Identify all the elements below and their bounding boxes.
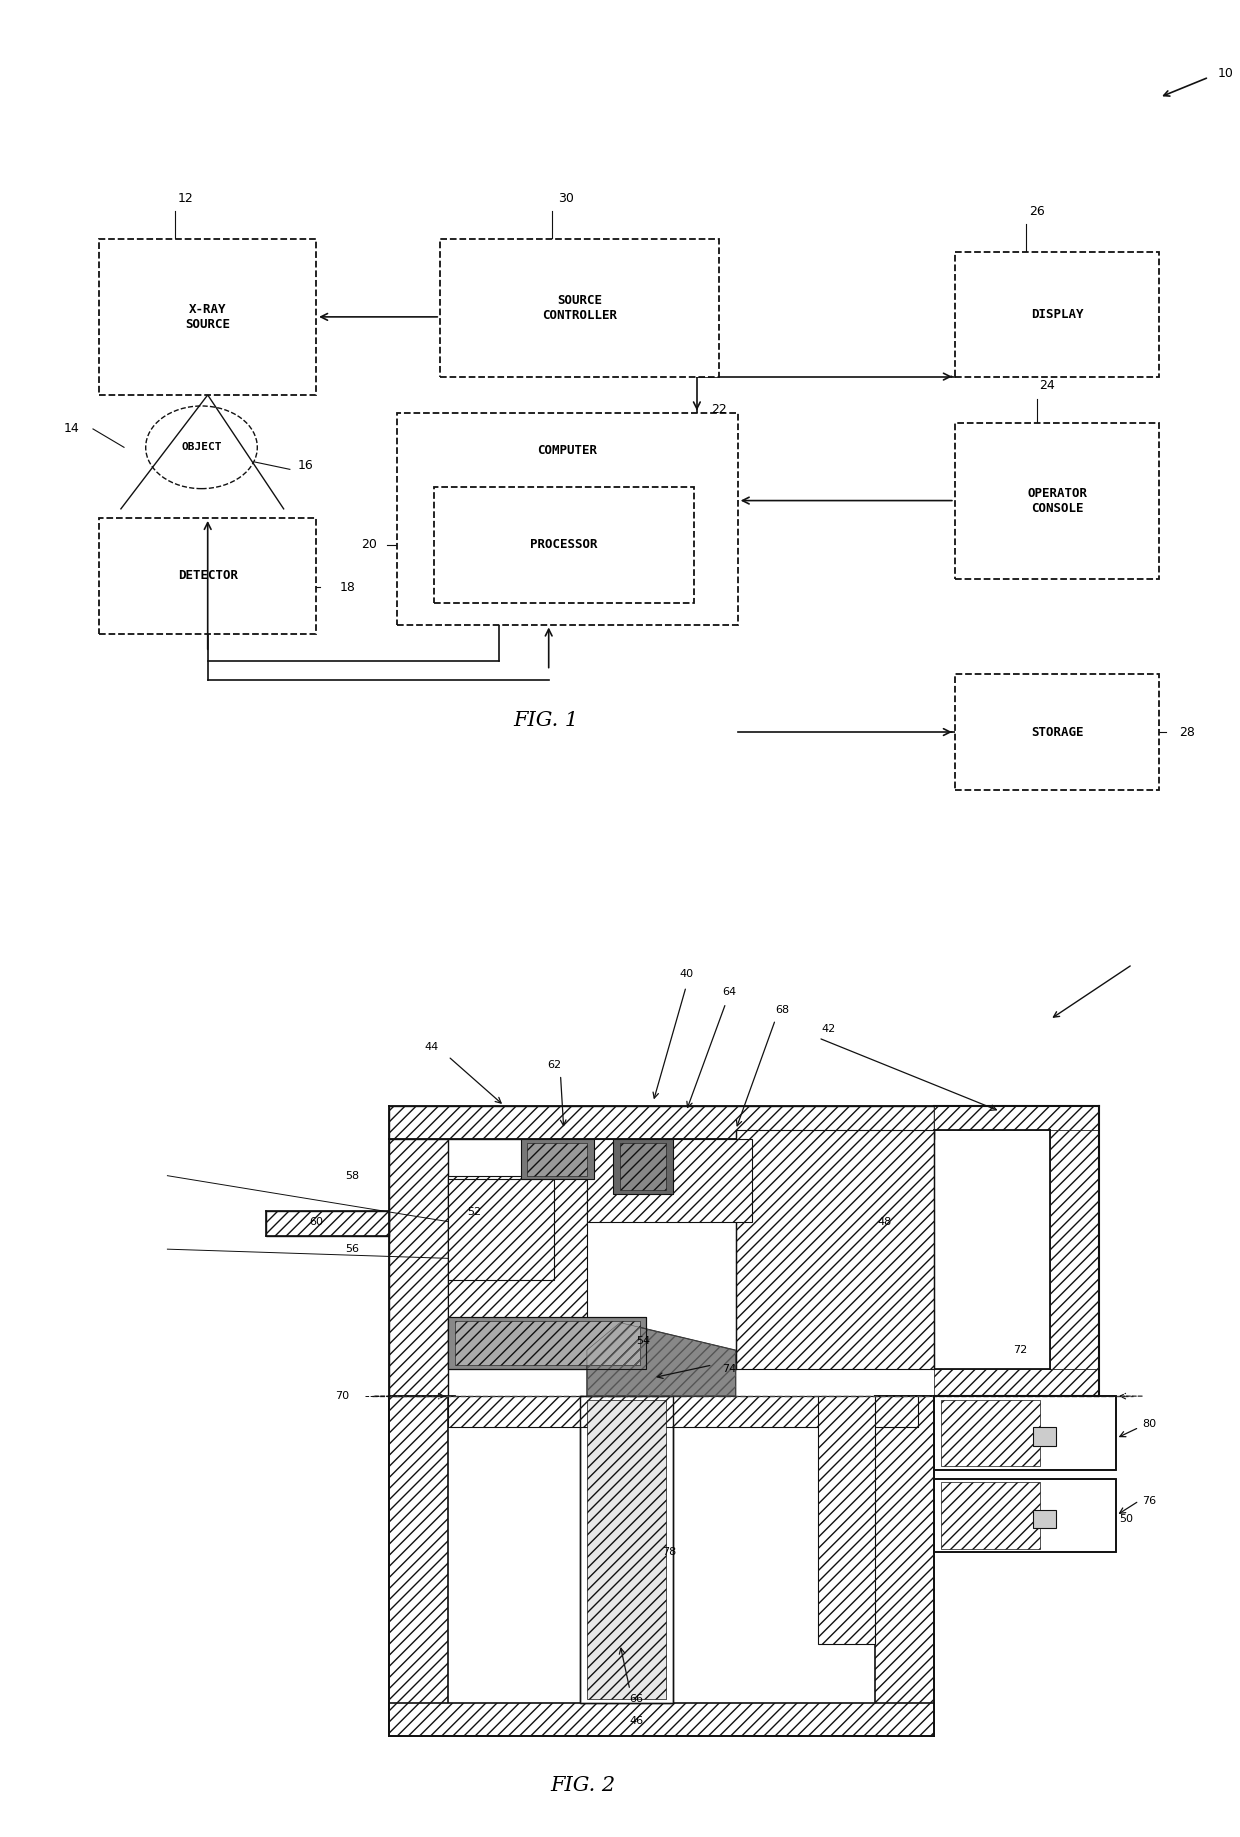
Text: 10: 10	[1218, 66, 1234, 81]
Bar	[818, 1396, 874, 1644]
Text: 76: 76	[1142, 1495, 1156, 1506]
Bar	[1050, 1130, 1100, 1369]
Bar	[941, 1400, 1040, 1466]
Bar	[955, 252, 1159, 377]
Bar	[735, 1130, 934, 1369]
Text: 26: 26	[1029, 204, 1044, 219]
Text: 58: 58	[345, 1170, 360, 1181]
Bar	[580, 1396, 673, 1703]
Text: 70: 70	[335, 1391, 350, 1402]
Text: 14: 14	[64, 423, 79, 435]
Text: 24: 24	[1039, 378, 1055, 393]
Bar	[941, 1482, 1040, 1549]
Bar	[934, 1369, 1100, 1396]
Bar	[1033, 1510, 1056, 1528]
Bar	[580, 1396, 673, 1703]
Bar	[388, 1106, 934, 1139]
Text: OBJECT: OBJECT	[181, 443, 222, 452]
Text: DISPLAY: DISPLAY	[1030, 307, 1084, 321]
Bar	[934, 1396, 1116, 1470]
Bar	[434, 487, 694, 603]
Text: DETECTOR: DETECTOR	[177, 569, 238, 582]
Bar	[388, 1703, 934, 1736]
Text: 62: 62	[547, 1060, 560, 1071]
Bar	[874, 1396, 934, 1736]
Bar	[521, 1139, 594, 1179]
Bar	[955, 674, 1159, 790]
Bar	[448, 1396, 918, 1427]
Bar	[1033, 1427, 1056, 1446]
Text: FIG. 1: FIG. 1	[513, 711, 578, 729]
Bar	[99, 518, 316, 634]
Bar	[448, 1317, 646, 1369]
Bar	[955, 423, 1159, 579]
Text: 18: 18	[340, 580, 355, 593]
Text: 48: 48	[878, 1216, 892, 1227]
Text: 12: 12	[179, 191, 193, 206]
Bar	[448, 1179, 554, 1280]
Text: 46: 46	[630, 1716, 644, 1727]
Text: 40: 40	[680, 968, 693, 979]
Bar	[587, 1400, 666, 1699]
Text: 22: 22	[712, 402, 727, 417]
Bar	[587, 1139, 753, 1222]
Text: 20: 20	[362, 538, 377, 551]
Text: 60: 60	[309, 1216, 322, 1227]
Bar	[455, 1321, 640, 1365]
Bar	[388, 1111, 448, 1396]
Text: 68: 68	[775, 1005, 789, 1016]
Bar	[448, 1176, 587, 1369]
Bar	[620, 1143, 666, 1190]
Text: 30: 30	[558, 191, 574, 206]
Bar	[440, 239, 719, 377]
Bar	[934, 1479, 1116, 1552]
Text: 16: 16	[298, 459, 314, 472]
Text: 52: 52	[467, 1207, 481, 1218]
Text: X-RAY
SOURCE: X-RAY SOURCE	[185, 303, 231, 331]
Text: 74: 74	[722, 1363, 737, 1374]
Text: 78: 78	[662, 1547, 677, 1558]
Text: 72: 72	[1013, 1345, 1027, 1356]
Bar	[934, 1396, 1116, 1470]
Text: 80: 80	[1142, 1418, 1156, 1429]
Text: SOURCE
CONTROLLER: SOURCE CONTROLLER	[542, 294, 618, 321]
Text: 50: 50	[1118, 1514, 1133, 1525]
Text: OPERATOR
CONSOLE: OPERATOR CONSOLE	[1027, 487, 1087, 514]
Text: 66: 66	[630, 1694, 644, 1705]
Text: 28: 28	[1179, 726, 1194, 738]
Bar	[527, 1143, 587, 1176]
Text: STORAGE: STORAGE	[1030, 726, 1084, 738]
Text: 56: 56	[345, 1244, 360, 1255]
Bar	[614, 1139, 673, 1194]
Text: 54: 54	[636, 1335, 650, 1347]
Polygon shape	[587, 1323, 735, 1396]
Text: 64: 64	[722, 986, 737, 997]
Text: 44: 44	[424, 1042, 439, 1053]
Bar	[934, 1479, 1116, 1552]
Bar	[397, 413, 738, 625]
Bar	[934, 1106, 1100, 1130]
Text: COMPUTER: COMPUTER	[537, 443, 598, 457]
Bar	[388, 1396, 448, 1736]
Text: PROCESSOR: PROCESSOR	[531, 538, 598, 551]
Bar	[267, 1211, 388, 1236]
Bar	[448, 1317, 646, 1369]
Text: FIG. 2: FIG. 2	[551, 1776, 615, 1795]
Text: 42: 42	[821, 1023, 836, 1034]
Bar	[99, 239, 316, 395]
